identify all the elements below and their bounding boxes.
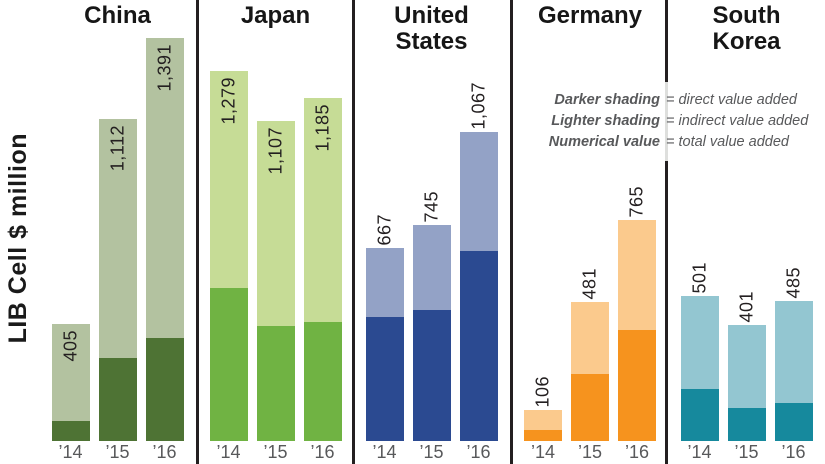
year-label-japan-15: ’15 [263, 442, 288, 462]
legend-term-darker-shading: Darker shading [554, 92, 660, 108]
total-label-china-15: 1,112 [107, 125, 127, 172]
panel-header-germany: Germany [537, 2, 643, 29]
bar-south-korea-15-direct [727, 408, 766, 441]
year-label-germany-16: ’16 [624, 442, 650, 462]
bar-united-states-16-direct [459, 251, 498, 441]
year-label-united-states-14: ’14 [372, 442, 397, 462]
bar-germany-14-direct [524, 430, 562, 441]
panel-header-united-states: United States [394, 2, 469, 55]
panel-divider [352, 0, 355, 464]
total-label-germany-14: 106 [532, 376, 553, 408]
legend-term-numerical-value: Numerical value [548, 134, 660, 150]
total-label-china-16: 1,391 [154, 44, 174, 92]
panel-divider-segment [665, 161, 668, 464]
panel-divider-segment-faded [665, 82, 668, 161]
total-label-south-korea-16: 485 [783, 267, 803, 299]
bar-united-states-15-direct [412, 310, 451, 441]
bar-japan-14-direct [209, 288, 248, 441]
total-label-china-14: 405 [60, 330, 80, 362]
total-label-germany-15: 481 [579, 268, 600, 300]
panel-header-south-korea: South Korea [712, 2, 781, 55]
total-label-united-states-14: 667 [374, 214, 394, 246]
year-label-japan-14: ’14 [216, 442, 241, 462]
total-label-germany-16: 765 [626, 186, 647, 218]
panel-divider-segment [665, 0, 668, 82]
total-label-south-korea-14: 501 [689, 262, 709, 294]
year-label-south-korea-15: ’15 [734, 442, 759, 462]
total-label-united-states-16: 1,067 [468, 82, 488, 130]
total-label-japan-15: 1,107 [265, 127, 285, 175]
legend: Darker shading = direct value added Ligh… [512, 90, 814, 153]
bar-united-states-14-direct [365, 317, 404, 441]
y-axis-label: LIB Cell $ million [4, 133, 32, 344]
bar-japan-15-direct [256, 326, 295, 441]
year-label-united-states-16: ’16 [466, 442, 491, 462]
year-label-south-korea-14: ’14 [687, 442, 712, 462]
year-label-china-15: ’15 [105, 442, 130, 462]
panel-divider [196, 0, 199, 464]
total-label-south-korea-15: 401 [736, 291, 756, 323]
legend-desc-indirect: = indirect value added [666, 113, 809, 129]
bar-south-korea-14-direct [680, 389, 719, 441]
year-label-germany-14: ’14 [530, 442, 556, 462]
panel-divider [510, 0, 513, 464]
year-label-united-states-15: ’15 [419, 442, 444, 462]
panel-header-china: China [84, 2, 151, 29]
year-label-china-14: ’14 [58, 442, 83, 462]
bar-china-14-direct [51, 421, 90, 441]
year-label-south-korea-16: ’16 [781, 442, 806, 462]
panel-header-japan: Japan [240, 2, 311, 29]
bar-germany-16-direct [618, 330, 656, 441]
legend-term-lighter-shading: Lighter shading [551, 113, 660, 129]
bar-china-16-direct [145, 338, 184, 441]
year-label-china-16: ’16 [152, 442, 177, 462]
legend-desc-total: = total value added [666, 134, 789, 150]
bar-china-15-direct [98, 358, 137, 441]
year-label-germany-15: ’15 [577, 442, 603, 462]
year-label-japan-16: ’16 [310, 442, 335, 462]
bar-germany-15-direct [571, 374, 609, 441]
total-label-united-states-15: 745 [421, 191, 441, 223]
bar-japan-16-direct [303, 322, 342, 441]
total-label-japan-16: 1,185 [312, 104, 332, 152]
bar-south-korea-16-direct [774, 403, 813, 441]
legend-desc-direct: = direct value added [666, 92, 797, 108]
total-label-japan-14: 1,279 [218, 77, 238, 125]
